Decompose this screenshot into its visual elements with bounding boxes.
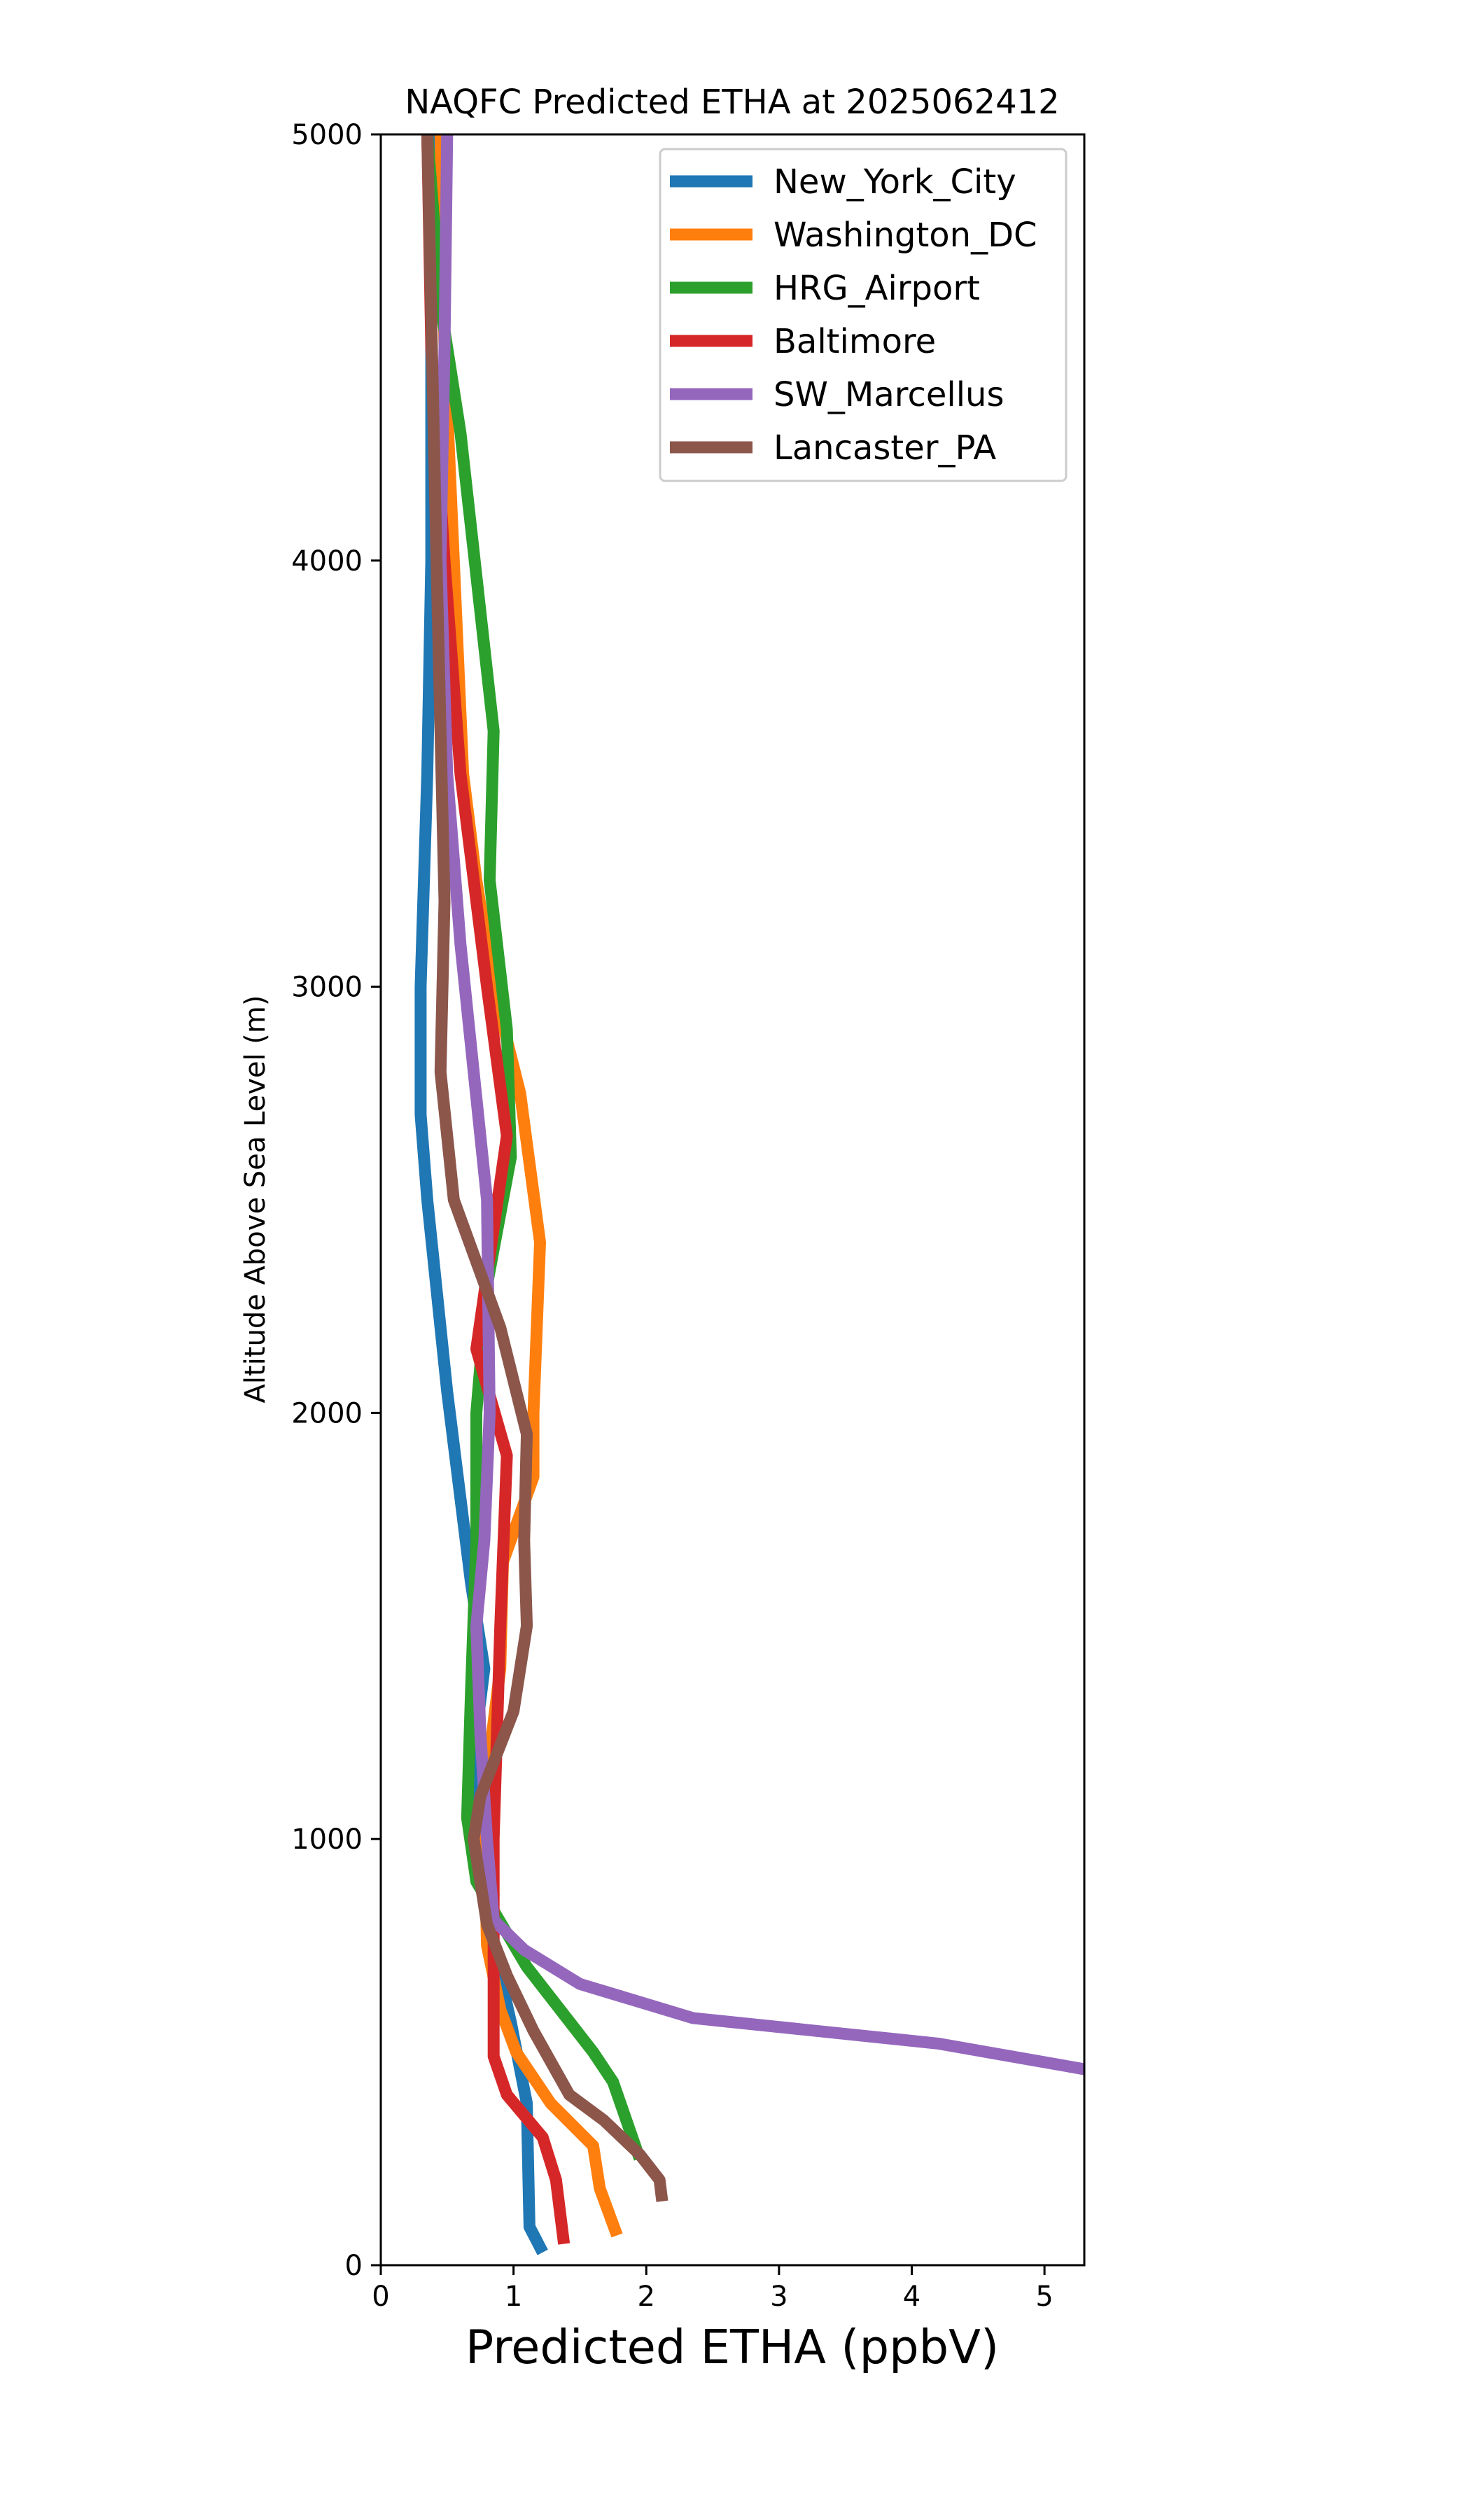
x-tick-label: 1 — [505, 2281, 522, 2313]
y-tick-label: 1000 — [291, 1823, 363, 1856]
legend-entry-label: Lancaster_PA — [774, 428, 996, 468]
y-tick-label: 5000 — [291, 119, 363, 151]
legend-entry-label: Washington_DC — [774, 216, 1037, 255]
series-layer — [414, 134, 1084, 2255]
x-tick-label: 3 — [770, 2281, 788, 2313]
legend-entry-label: SW_Marcellus — [774, 375, 1004, 414]
x-tick-label: 5 — [1035, 2281, 1053, 2313]
axes-layer: 0 1 2 3 4 5 0 1000 2000 3000 4000 5000 — [291, 119, 1086, 2313]
legend-box — [659, 148, 1068, 482]
y-tick-label: 0 — [345, 2250, 363, 2282]
plot-frame — [379, 133, 1086, 2267]
y-tick-label: 4000 — [291, 545, 363, 578]
series-line-baltimore — [421, 134, 570, 2245]
legend-entry-label: Baltimore — [774, 322, 936, 361]
x-tick-label: 2 — [638, 2281, 655, 2313]
x-tick-label: 4 — [903, 2281, 920, 2313]
legend-entry-label: New_York_City — [774, 162, 1016, 202]
y-tick-label: 3000 — [291, 972, 363, 1004]
x-tick-label: 0 — [372, 2281, 389, 2313]
y-tick-label: 2000 — [291, 1397, 363, 1429]
legend-entry-label: HRG_Airport — [774, 269, 980, 308]
series-line-hrg-airport — [421, 134, 645, 2161]
chart-title: NAQFC Predicted ETHA at 2025062412 — [405, 83, 1059, 122]
series-line-lancaster-pa — [421, 134, 668, 2202]
y-axis-label: Altitude Above Sea Level (m) — [239, 995, 272, 1404]
x-axis-label: Predicted ETHA (ppbV) — [465, 2320, 999, 2374]
legend: New_York_City Washington_DC HRG_Airport Bal… — [659, 148, 1068, 482]
